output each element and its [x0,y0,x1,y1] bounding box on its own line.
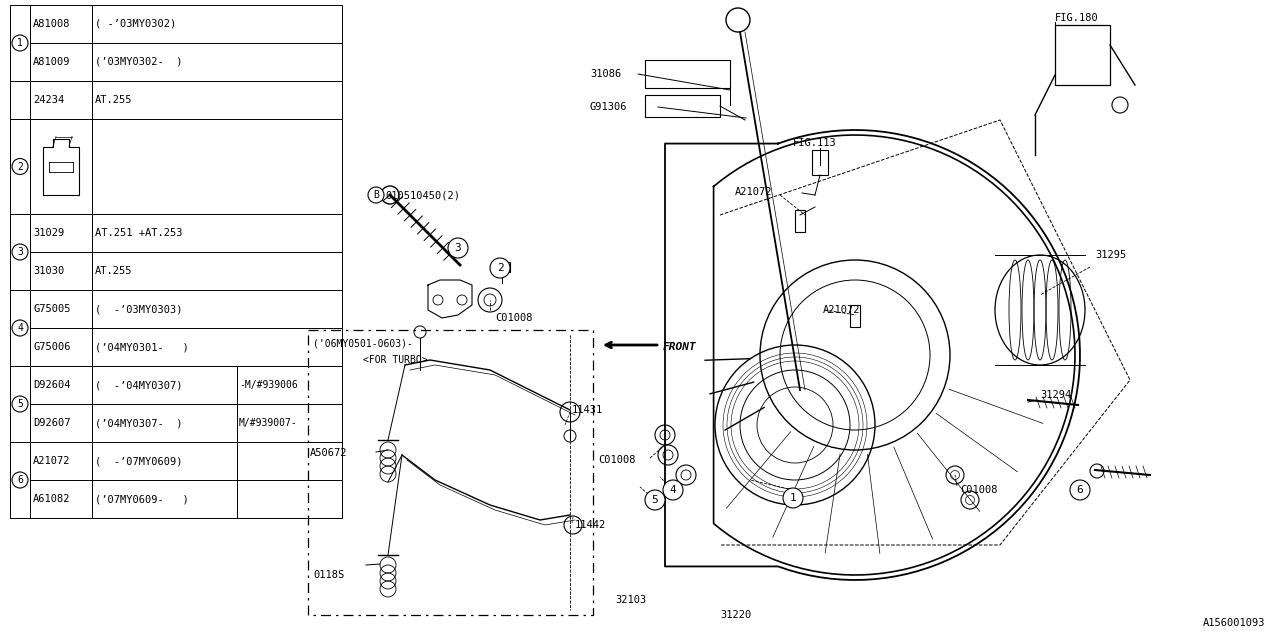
Bar [1055,25,1110,85]
Circle shape [12,472,28,488]
Bar [812,150,828,175]
Text: (  -’07MY0609): ( -’07MY0609) [95,456,183,466]
Text: A81008: A81008 [33,19,70,29]
Text: (’03MY0302-  ): (’03MY0302- ) [95,57,183,67]
Circle shape [12,320,28,336]
Circle shape [490,258,509,278]
Text: (’04MY0301-   ): (’04MY0301- ) [95,342,188,352]
Text: A61082: A61082 [33,494,70,504]
Text: 31294: 31294 [1039,390,1071,400]
Circle shape [783,488,803,508]
Text: D92607: D92607 [33,418,70,428]
Circle shape [1070,480,1091,500]
Text: <FOR TURBO>: <FOR TURBO> [364,355,428,365]
Text: 32103: 32103 [614,595,646,605]
Text: A81009: A81009 [33,57,70,67]
Circle shape [12,159,28,175]
Text: C01008: C01008 [598,455,635,465]
Circle shape [12,35,28,51]
Circle shape [663,480,684,500]
Text: B: B [372,190,379,200]
Text: 2: 2 [17,161,23,172]
Text: 24234: 24234 [33,95,64,105]
Text: FIG.113: FIG.113 [794,138,837,148]
Text: C01008: C01008 [960,485,997,495]
Text: 6: 6 [17,475,23,485]
Text: (’04MY0307-  ): (’04MY0307- ) [95,418,183,428]
Text: 4: 4 [17,323,23,333]
Text: 2: 2 [497,263,503,273]
Circle shape [369,187,384,203]
Bar [10,5,342,518]
Text: AT.255: AT.255 [95,266,133,276]
Text: G75006: G75006 [33,342,70,352]
Text: A21072: A21072 [735,187,773,197]
Circle shape [12,396,28,412]
Text: 5: 5 [652,495,658,505]
Text: 4: 4 [669,485,676,495]
Bar [308,330,593,615]
Bar [645,60,730,88]
Text: M/#939007-: M/#939007- [239,418,298,428]
Text: 5: 5 [17,399,23,409]
Text: G91306: G91306 [590,102,627,112]
Bar [645,95,719,117]
Bar [795,210,805,232]
Text: (’07MY0609-   ): (’07MY0609- ) [95,494,188,504]
Text: A21072: A21072 [33,456,70,466]
Circle shape [645,490,666,510]
Bar [492,262,509,272]
Text: ('06MY0501-0603)-: ('06MY0501-0603)- [314,338,413,348]
Text: FRONT: FRONT [663,342,696,352]
Text: A50672: A50672 [310,448,347,458]
Text: 3: 3 [454,243,461,253]
Text: 0118S: 0118S [314,570,344,580]
Text: -M/#939006: -M/#939006 [239,380,298,390]
Text: 31220: 31220 [719,610,751,620]
Bar [850,305,860,327]
Text: 1: 1 [17,38,23,48]
Text: G75005: G75005 [33,304,70,314]
Circle shape [448,238,468,258]
Text: 31086: 31086 [590,69,621,79]
Text: 11431: 11431 [572,405,603,415]
Text: A21072: A21072 [823,305,860,315]
Text: D92604: D92604 [33,380,70,390]
Text: 3: 3 [17,247,23,257]
Text: 11442: 11442 [575,520,607,530]
Text: A156001093: A156001093 [1202,618,1265,628]
Text: 010510450(2): 010510450(2) [385,190,460,200]
Text: 1: 1 [790,493,796,503]
Text: 6: 6 [1076,485,1083,495]
Text: ( -’03MY0302): ( -’03MY0302) [95,19,177,29]
Text: C01008: C01008 [495,313,532,323]
Circle shape [12,244,28,260]
Text: FIG.180: FIG.180 [1055,13,1098,23]
Text: (  -’03MY0303): ( -’03MY0303) [95,304,183,314]
Text: 31295: 31295 [1094,250,1126,260]
Text: AT.255: AT.255 [95,95,133,105]
Text: AT.251 +AT.253: AT.251 +AT.253 [95,228,183,238]
Text: 31030: 31030 [33,266,64,276]
Text: (  -’04MY0307): ( -’04MY0307) [95,380,183,390]
Text: 31029: 31029 [33,228,64,238]
